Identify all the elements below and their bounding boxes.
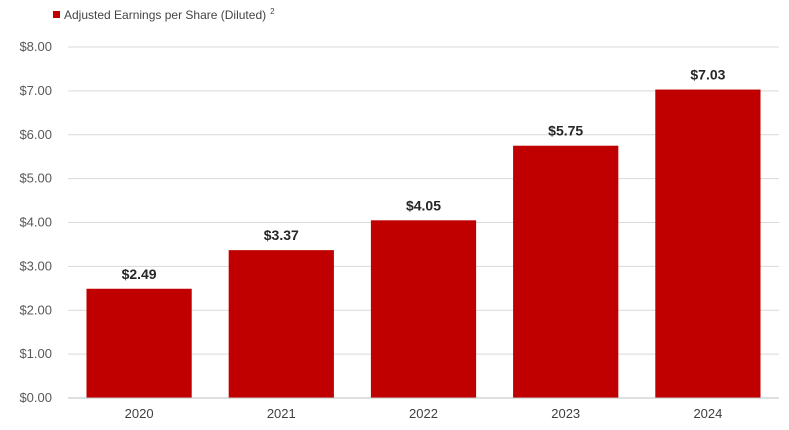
bar-2021	[228, 250, 334, 398]
bar-2020	[86, 288, 192, 398]
y-tick-label: $0.00	[19, 390, 52, 405]
legend: Adjusted Earnings per Share (Diluted) 2	[53, 7, 275, 22]
legend-superscript: 2	[270, 7, 275, 16]
bar-2023	[513, 145, 619, 398]
x-tick-label: 2020	[125, 406, 154, 421]
y-tick-label: $1.00	[19, 346, 52, 361]
x-tick-label: 2024	[693, 406, 722, 421]
legend-label: Adjusted Earnings per Share (Diluted) 2	[64, 7, 275, 22]
bars	[86, 89, 761, 398]
bar-2022	[370, 220, 477, 398]
y-axis-tick-labels: $0.00 $1.00 $2.00 $3.00 $4.00 $5.00 $6.00 $7.00…	[19, 39, 52, 405]
legend-swatch	[53, 11, 60, 18]
legend-label-text: Adjusted Earnings per Share (Diluted)	[64, 8, 266, 22]
y-tick-label: $7.00	[19, 83, 52, 98]
bar-2024	[655, 89, 761, 398]
y-tick-label: $3.00	[19, 258, 52, 273]
data-label-2021: $3.37	[264, 227, 299, 243]
y-tick-label: $2.00	[19, 302, 52, 317]
data-label-2020: $2.49	[122, 266, 157, 282]
data-label-2023: $5.75	[548, 123, 583, 139]
y-tick-label: $6.00	[19, 127, 52, 142]
data-labels: $2.49 $3.37 $4.05 $5.75 $7.03	[122, 67, 726, 282]
x-axis-category-labels: 2020 2021 2022 2023 2024	[125, 406, 723, 421]
x-tick-label: 2021	[267, 406, 296, 421]
x-tick-label: 2023	[551, 406, 580, 421]
y-tick-label: $8.00	[19, 39, 52, 54]
y-tick-label: $5.00	[19, 171, 52, 186]
data-label-2024: $7.03	[690, 67, 725, 83]
data-label-2022: $4.05	[406, 197, 441, 213]
y-tick-label: $4.00	[19, 215, 52, 230]
x-tick-label: 2022	[409, 406, 438, 421]
